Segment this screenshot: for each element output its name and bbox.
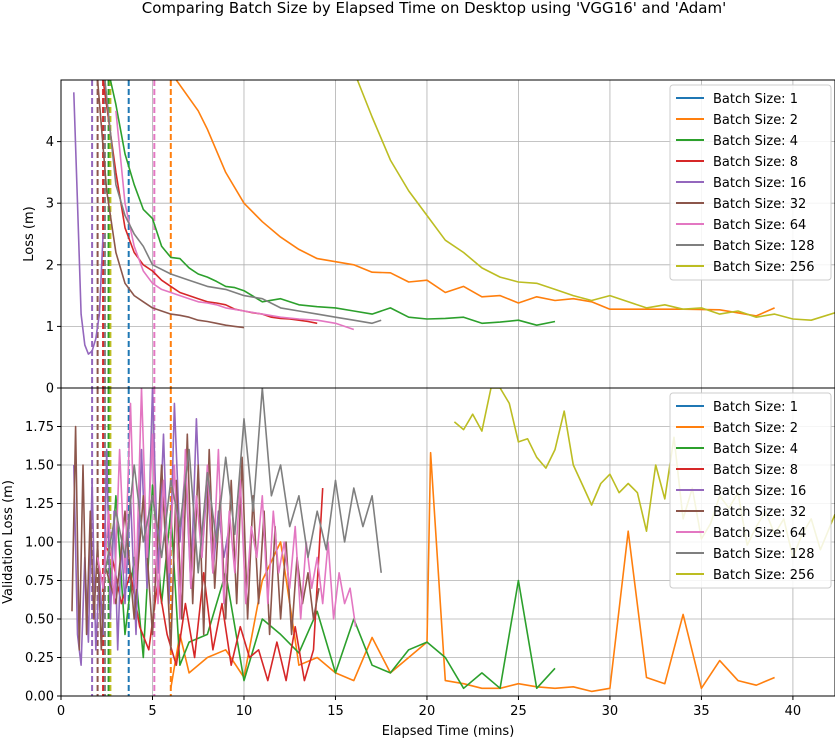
- x-tick-label: 10: [236, 704, 253, 719]
- validation-loss-axes-frame: [60, 387, 835, 697]
- x-tick-label: 35: [693, 704, 710, 719]
- loss-y-tick-label: 0: [46, 382, 54, 397]
- validation-loss-legend: Batch Size: 1 Batch Size: 2 Batch Size: 4 B…: [669, 392, 832, 589]
- loss-line-batch-size-8: [102, 80, 318, 325]
- validation-loss-y-tick-label: 0.50: [25, 613, 54, 628]
- validation-loss-line-batch-size-64: [96, 388, 357, 627]
- loss-legend-label-batch-size-2: Batch Size: 2: [713, 113, 798, 128]
- loss-y-tick-label: 2: [46, 258, 54, 273]
- x-tick-label: 25: [510, 704, 527, 719]
- loss-line-batch-size-128: [104, 80, 382, 325]
- validation-loss-y-tick-label: 0.25: [25, 651, 54, 666]
- loss-legend: Batch Size: 1 Batch Size: 2 Batch Size: 4 B…: [669, 84, 832, 281]
- validation-loss-y-tick-label: 1.50: [25, 459, 54, 474]
- loss-vlines: [91, 80, 172, 388]
- validation-loss-legend-label-batch-size-256: Batch Size: 256: [713, 568, 815, 583]
- chart-title: Comparing Batch Size by Elapsed Time on …: [142, 0, 726, 17]
- loss-line-batch-size-32: [96, 80, 245, 329]
- validation-loss-legend-label-batch-size-4: Batch Size: 4: [713, 442, 798, 457]
- validation-loss-panel: 0.00 0.25 0.50 0.75 1.00 1.25 1.50 1.75 0 5 10 15 2…: [1, 388, 835, 739]
- loss-legend-label-batch-size-16: Batch Size: 16: [713, 176, 806, 191]
- validation-loss-line-batch-size-4: [107, 484, 556, 690]
- loss-y-tick-label: 1: [46, 320, 54, 335]
- loss-line-batch-size-2: [175, 80, 775, 317]
- x-tick-label: 0: [57, 704, 65, 719]
- loss-y-label: Loss (m): [22, 206, 37, 261]
- x-tick-label: 40: [785, 704, 802, 719]
- validation-loss-y-tick-label: 0.75: [25, 574, 54, 589]
- loss-legend-label-batch-size-8: Batch Size: 8: [713, 155, 798, 170]
- validation-loss-y-tick-label: 0.00: [25, 690, 54, 705]
- validation-loss-legend-label-batch-size-16: Batch Size: 16: [713, 484, 806, 499]
- x-tick-label: 15: [327, 704, 344, 719]
- validation-loss-y-tick-label: 1.75: [25, 420, 54, 435]
- x-ticks: 0 5 10 15 20 25 30 35 40: [57, 696, 801, 719]
- validation-loss-legend-label-batch-size-64: Batch Size: 64: [713, 526, 806, 541]
- loss-legend-label-batch-size-4: Batch Size: 4: [713, 134, 798, 149]
- validation-loss-line-batch-size-128: [104, 388, 382, 574]
- x-tick-label: 20: [419, 704, 436, 719]
- validation-loss-y-ticks: 0.00 0.25 0.50 0.75 1.00 1.25 1.50 1.75: [25, 420, 61, 705]
- loss-legend-box: [669, 84, 832, 281]
- x-tick-label: 5: [148, 704, 156, 719]
- loss-line-batch-size-16: [73, 92, 104, 355]
- validation-loss-legend-label-batch-size-8: Batch Size: 8: [713, 463, 798, 478]
- x-tick-label: 30: [602, 704, 619, 719]
- validation-loss-legend-label-batch-size-2: Batch Size: 2: [713, 421, 798, 436]
- validation-loss-line-batch-size-8: [102, 488, 324, 682]
- loss-line-batch-size-256: [356, 80, 835, 322]
- loss-legend-label-batch-size-64: Batch Size: 64: [713, 218, 806, 233]
- validation-loss-legend-label-batch-size-1: Batch Size: 1: [713, 400, 798, 415]
- loss-series: [73, 80, 835, 355]
- loss-legend-label-batch-size-128: Batch Size: 128: [713, 239, 815, 254]
- validation-loss-y-tick-label: 1.00: [25, 536, 54, 551]
- loss-line-batch-size-64: [115, 110, 355, 331]
- validation-loss-legend-box: [669, 392, 832, 589]
- validation-loss-y-tick-label: 1.25: [25, 497, 54, 512]
- loss-y-tick-label: 3: [46, 197, 54, 212]
- loss-y-tick-label: 4: [46, 135, 54, 150]
- loss-legend-label-batch-size-256: Batch Size: 256: [713, 260, 815, 275]
- loss-y-ticks: 0 1 2 3 4: [46, 135, 61, 397]
- loss-legend-label-batch-size-32: Batch Size: 32: [713, 197, 806, 212]
- validation-loss-legend-label-batch-size-32: Batch Size: 32: [713, 505, 806, 520]
- validation-loss-y-label: Validation Loss (m): [1, 480, 16, 604]
- x-axis-label: Elapsed Time (mins): [382, 724, 515, 739]
- loss-line-batch-size-4: [109, 80, 556, 327]
- validation-loss-legend-label-batch-size-128: Batch Size: 128: [713, 547, 815, 562]
- loss-legend-label-batch-size-1: Batch Size: 1: [713, 92, 798, 107]
